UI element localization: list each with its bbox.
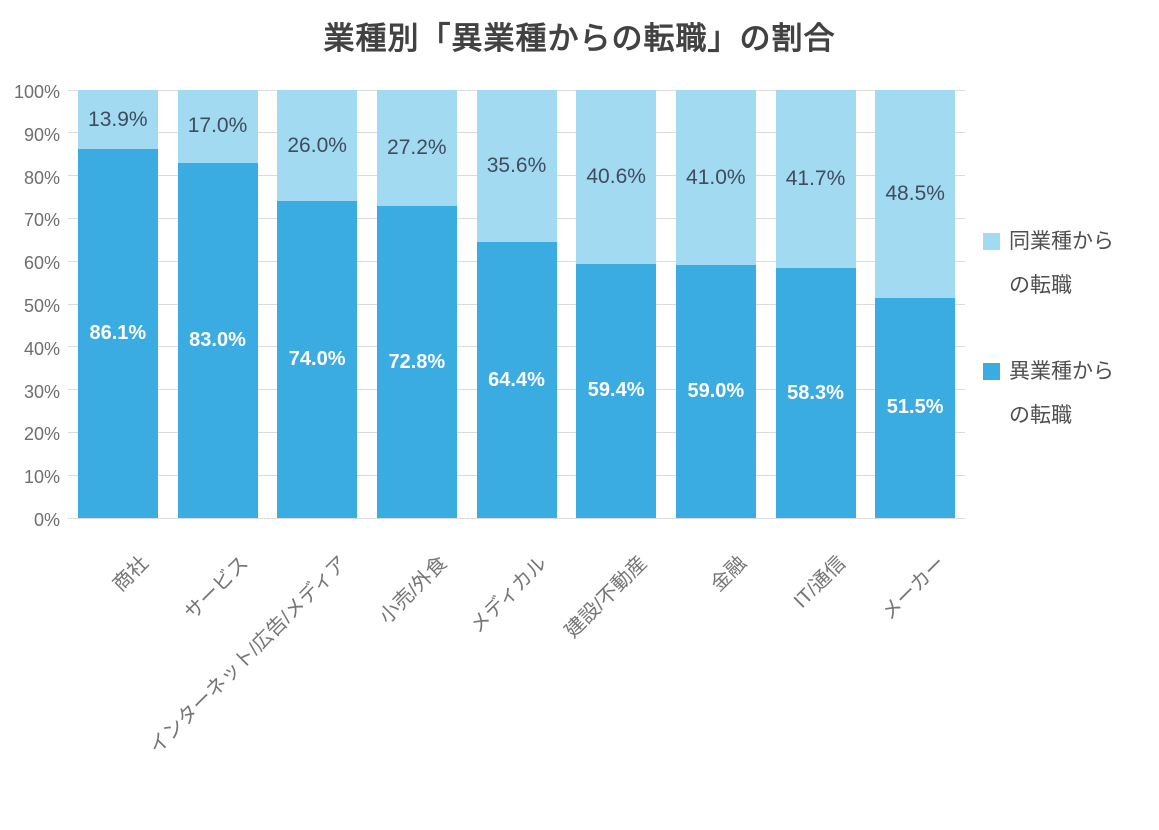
same-industry-value-label: 35.6% — [486, 154, 547, 178]
segment-same-industry: 26.0% — [277, 90, 358, 202]
bar-インターネット/広告/メディア: 26.0% 74.0% — [277, 90, 358, 518]
legend-item: 同業種から の転職 — [983, 220, 1159, 308]
legend-label: 異業種から の転職 — [1009, 360, 1114, 427]
bars: 13.9% 86.1% 17.0% 83.0% 26.0% 74.0% 27.2% 72.8%… — [68, 90, 965, 518]
segment-same-industry: 17.0% — [177, 90, 258, 163]
different-industry-value-label: 64.4% — [488, 368, 545, 391]
chart-title: 業種別「異業種からの転職」の割合 — [323, 21, 836, 56]
bar-商社: 13.9% 86.1% — [77, 90, 158, 518]
y-axis-label: 0% — [33, 510, 60, 530]
x-axis: 商社 サービス インターネット/広告/メディア 小売/外食 メディカル 建設/不動産 金融 I… — [68, 518, 965, 830]
bar-建設/不動産: 40.6% 59.4% — [576, 90, 657, 518]
segment-different-industry: 51.5% — [875, 297, 956, 518]
y-axis-label: 90% — [23, 124, 60, 145]
same-industry-value-label: 41.0% — [686, 165, 746, 189]
legend-swatch — [983, 233, 1000, 250]
segment-different-industry: 58.3% — [775, 268, 856, 518]
y-axis-label: 100% — [13, 82, 60, 102]
x-axis-label: メディカル — [466, 552, 552, 638]
legend-item: 異業種から の転職 — [983, 350, 1159, 438]
legend-label: 同業種から の転職 — [1009, 230, 1114, 297]
segment-same-industry: 41.0% — [675, 90, 756, 266]
different-industry-value-label: 59.4% — [587, 379, 645, 402]
plot-area: 13.9% 86.1% 17.0% 83.0% 26.0% 74.0% 27.2% 72.8%… — [68, 89, 965, 519]
same-industry-value-label: 27.2% — [387, 136, 447, 160]
x-axis-label: 金融 — [706, 552, 751, 597]
different-industry-value-label: 72.8% — [388, 350, 446, 373]
same-industry-value-label: 41.7% — [785, 167, 846, 191]
bar-メディカル: 35.6% 64.4% — [476, 90, 557, 518]
same-industry-value-label: 40.6% — [586, 164, 646, 188]
different-industry-value-label: 59.0% — [687, 380, 745, 403]
same-industry-value-label: 48.5% — [885, 181, 945, 205]
y-axis-label: 20% — [23, 424, 60, 445]
same-industry-value-label: 17.0% — [187, 114, 248, 138]
x-axis-label: 建設/不動産 — [560, 552, 651, 643]
segment-different-industry: 72.8% — [376, 206, 457, 518]
bar-金融: 41.0% 59.0% — [675, 90, 756, 518]
y-axis: 100% 90% 80% 70% 60% 50% 40% 30% 20% 10% 0% — [0, 82, 60, 530]
segment-different-industry: 74.0% — [277, 201, 358, 518]
different-industry-value-label: 74.0% — [288, 348, 346, 371]
segment-different-industry: 59.4% — [576, 263, 657, 518]
y-axis-label: 70% — [23, 210, 60, 231]
same-industry-value-label: 26.0% — [287, 133, 347, 157]
segment-same-industry: 13.9% — [77, 90, 158, 150]
y-axis-label: 80% — [23, 167, 60, 188]
legend: 同業種から の転職 異業種から の転職 — [983, 220, 1159, 480]
segment-different-industry: 64.4% — [476, 242, 557, 518]
x-axis-label: 小売/外食 — [375, 552, 452, 629]
x-axis-label: メーカー — [877, 552, 950, 625]
segment-different-industry: 59.0% — [675, 265, 756, 518]
gridline — [68, 517, 965, 519]
different-industry-value-label: 58.3% — [787, 381, 844, 404]
y-axis-label: 60% — [23, 253, 60, 274]
x-axis-label: インターネット/広告/メディア — [145, 552, 352, 759]
y-axis-label: 10% — [23, 467, 60, 488]
bar-サービス: 17.0% 83.0% — [177, 90, 258, 518]
x-axis-label: 商社 — [108, 552, 153, 597]
segment-same-industry: 40.6% — [576, 90, 657, 264]
segment-same-industry: 41.7% — [775, 90, 856, 269]
legend-swatch — [983, 363, 1000, 380]
segment-same-industry: 48.5% — [875, 90, 956, 298]
bar-小売/外食: 27.2% 72.8% — [376, 90, 457, 518]
x-axis-label: サービス — [180, 552, 253, 625]
bar-メーカー: 48.5% 51.5% — [875, 90, 956, 518]
segment-same-industry: 27.2% — [376, 90, 457, 207]
different-industry-value-label: 86.1% — [89, 322, 147, 345]
segment-different-industry: 86.1% — [77, 149, 158, 518]
segment-same-industry: 35.6% — [476, 90, 557, 243]
y-axis-label: 40% — [23, 338, 60, 359]
bar-IT/通信: 41.7% 58.3% — [775, 90, 856, 518]
y-axis-label: 30% — [23, 381, 60, 402]
segment-different-industry: 83.0% — [177, 162, 258, 518]
x-axis-label: IT/通信 — [789, 552, 851, 613]
y-axis-label: 50% — [23, 296, 60, 316]
different-industry-value-label: 51.5% — [886, 396, 944, 419]
same-industry-value-label: 13.9% — [88, 107, 148, 131]
different-industry-value-label: 83.0% — [189, 328, 246, 351]
